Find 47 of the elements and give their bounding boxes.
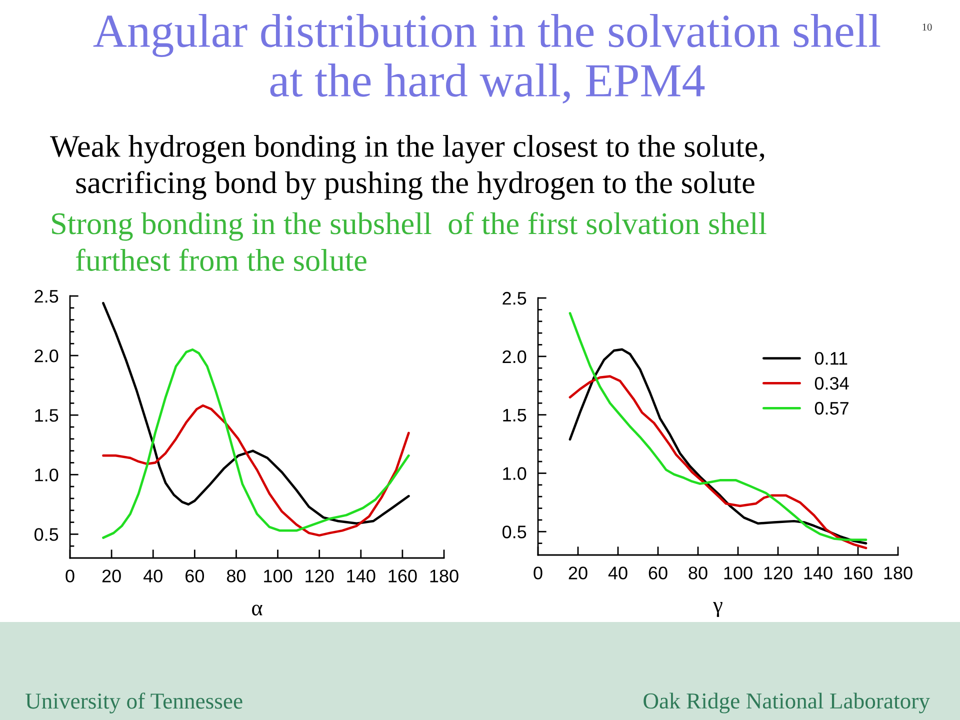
line-series <box>102 404 410 537</box>
x-tick-label: 140 <box>347 570 376 582</box>
legend-label: 0.11 <box>814 352 848 365</box>
x-tick-label: 0 <box>534 566 542 580</box>
y-tick-label: 0.5 <box>502 526 526 538</box>
x-tick-label: 60 <box>648 566 668 580</box>
legend-label: 0.34 <box>814 376 849 390</box>
x-tick-label: 140 <box>804 566 832 580</box>
x-tick-label: 20 <box>102 570 121 582</box>
x-tick-label: 0 <box>66 570 74 582</box>
text: Weak hydrogen bonding in the layer closest to the solute, sacrificing bond by pushing the hydrogen to the solute <box>50 135 764 200</box>
x-tick-label: 80 <box>688 566 708 580</box>
line-series <box>568 312 868 541</box>
line-series <box>568 348 868 544</box>
line-series <box>102 302 410 525</box>
x-tick-label: 80 <box>226 570 246 582</box>
text: Strong bonding in the subshell of the first solvation shell furthest from the solute <box>52 212 766 271</box>
y-tick-label: 1.5 <box>35 409 58 422</box>
x-tick-label: 100 <box>264 570 292 582</box>
x-tick-label: 60 <box>186 570 204 582</box>
y-tick-label: 2.5 <box>502 292 526 305</box>
legend-label: 0.57 <box>814 402 848 415</box>
x-tick-label: 180 <box>430 570 458 582</box>
y-tick-label: 2.5 <box>34 290 58 303</box>
text: 10 <box>922 24 932 31</box>
x-tick-label: 120 <box>306 570 334 582</box>
y-tick-label: 0.5 <box>34 528 58 541</box>
x-tick-label: 180 <box>884 566 912 580</box>
text: Angular distribution in the solvation shell at the hard wall, EPM4 <box>93 14 880 104</box>
x-tick-label: 120 <box>764 566 792 580</box>
y-tick-label: 1.5 <box>503 408 526 422</box>
line-series <box>568 375 868 550</box>
line-series <box>102 348 410 539</box>
text: Oak Ridge National Laboratory <box>644 692 930 714</box>
text: University of Tennessee <box>25 692 242 714</box>
x-tick-label: 160 <box>388 570 417 582</box>
x-axis-title: α <box>252 604 262 616</box>
x-tick-label: 40 <box>608 566 628 580</box>
x-tick-label: 160 <box>844 566 872 580</box>
x-tick-label: 40 <box>143 570 162 582</box>
x-axis-title: γ <box>713 602 722 617</box>
y-tick-label: 1.0 <box>35 468 58 482</box>
x-tick-label: 100 <box>724 566 752 580</box>
y-tick-label: 1.0 <box>503 467 526 480</box>
x-tick-label: 20 <box>568 566 588 580</box>
y-tick-label: 2.0 <box>34 349 58 362</box>
y-tick-label: 2.0 <box>502 350 526 364</box>
